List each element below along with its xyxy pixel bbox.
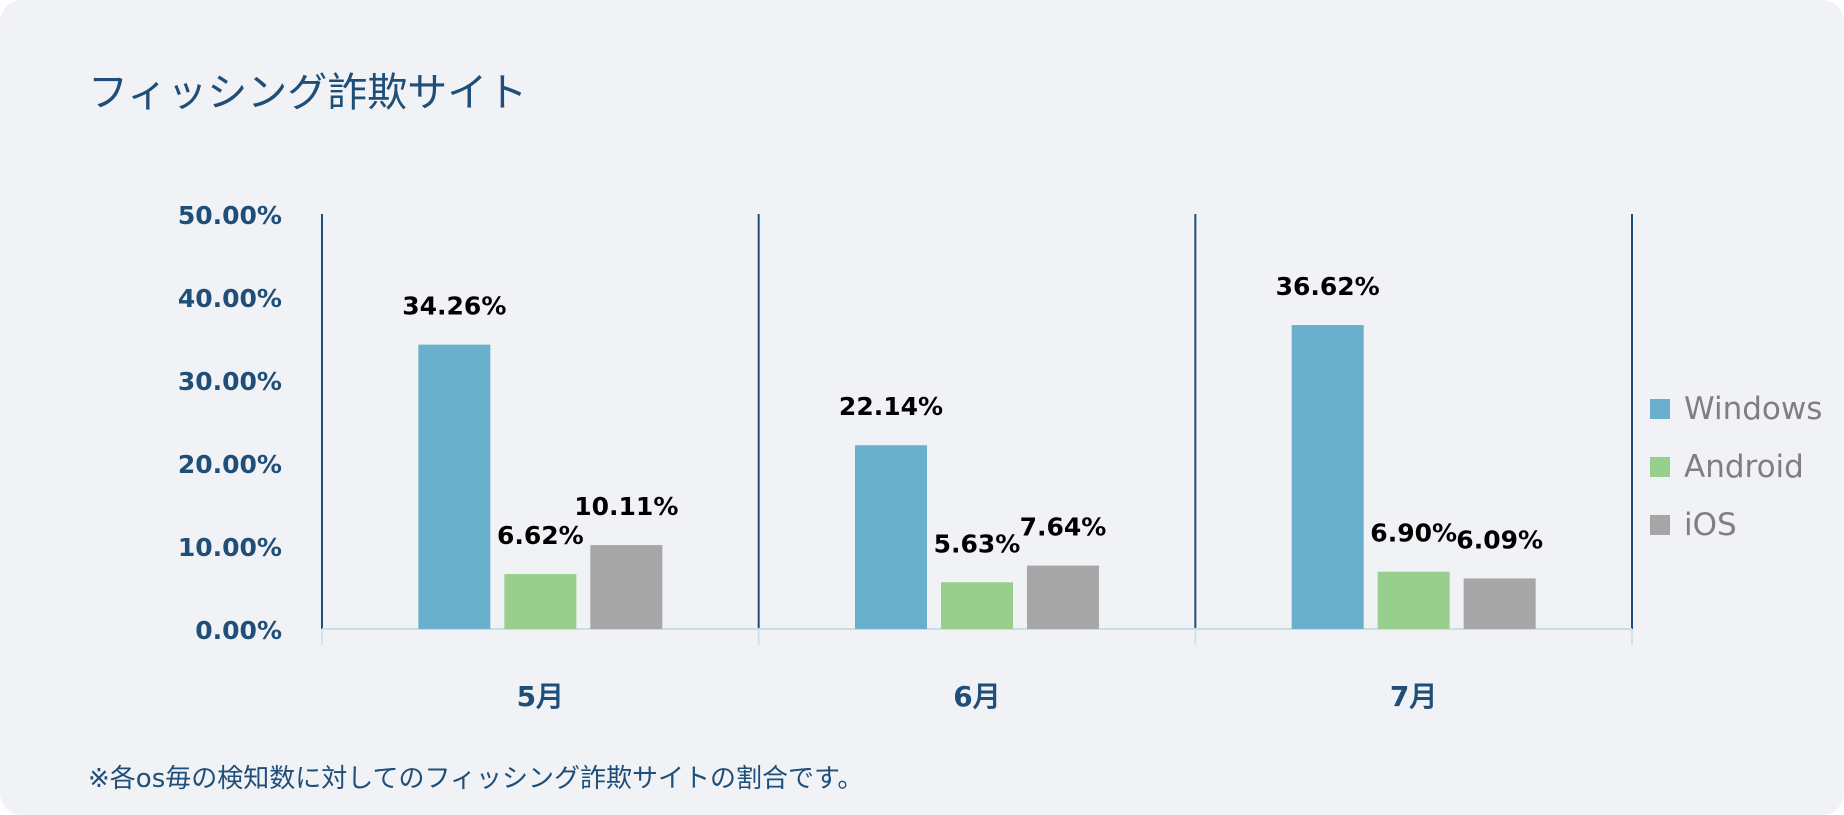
- bar-windows: [418, 344, 491, 629]
- legend-label-android: Android: [1684, 449, 1804, 485]
- x-category-label: 7月: [1390, 680, 1437, 713]
- bar-android: [941, 582, 1013, 629]
- y-tick-label: 30.00%: [178, 367, 282, 396]
- data-label: 22.14%: [839, 392, 943, 421]
- y-tick-label: 40.00%: [178, 284, 282, 313]
- legend-item-android: Android: [1650, 438, 1822, 496]
- data-label: 6.09%: [1456, 525, 1543, 554]
- footnote: ※各os毎の検知数に対してのフィッシング詐欺サイトの割合です。: [88, 764, 864, 794]
- data-label: 5.63%: [934, 529, 1021, 558]
- legend-swatch-android: [1650, 457, 1670, 477]
- data-label: 10.11%: [574, 492, 678, 521]
- bar-ios: [1027, 565, 1099, 629]
- bar-windows: [855, 445, 927, 629]
- chart-title: フィッシング詐欺サイト: [88, 70, 528, 116]
- legend-label-ios: iOS: [1684, 507, 1737, 543]
- data-label: 36.62%: [1276, 272, 1380, 301]
- data-label: 6.90%: [1370, 519, 1457, 548]
- legend-item-ios: iOS: [1650, 496, 1822, 554]
- bar-ios: [590, 545, 663, 629]
- data-label: 7.64%: [1020, 513, 1107, 542]
- legend-label-windows: Windows: [1684, 391, 1823, 427]
- y-tick-label: 50.00%: [178, 201, 282, 230]
- legend-swatch-ios: [1650, 515, 1670, 535]
- data-label: 34.26%: [402, 292, 506, 321]
- bar-android: [1377, 571, 1450, 629]
- y-tick-label: 0.00%: [195, 616, 282, 645]
- y-tick-label: 20.00%: [178, 450, 282, 479]
- legend: Windows Android iOS: [1650, 380, 1822, 554]
- bar-windows: [1291, 325, 1364, 629]
- bar-android: [504, 574, 577, 629]
- x-category-label: 5月: [517, 680, 564, 713]
- legend-item-windows: Windows: [1650, 380, 1822, 438]
- legend-swatch-windows: [1650, 399, 1670, 419]
- y-tick-label: 10.00%: [178, 533, 282, 562]
- data-label: 6.62%: [497, 521, 584, 550]
- x-category-label: 6月: [953, 680, 1000, 713]
- bar-ios: [1463, 578, 1536, 629]
